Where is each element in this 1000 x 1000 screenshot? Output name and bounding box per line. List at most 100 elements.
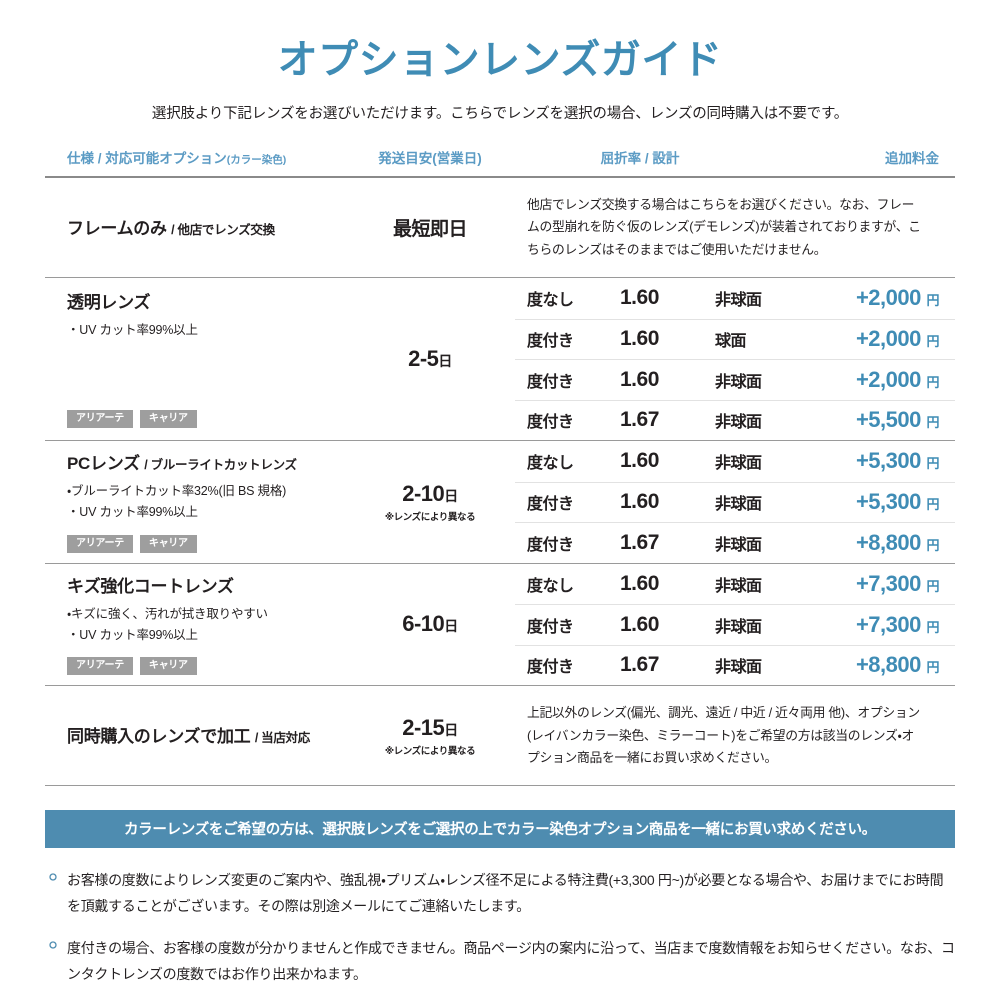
row-price-yen: 円 <box>926 660 939 676</box>
row-price-value: +8,800 <box>855 529 921 555</box>
shipping-days-value: 6-10 <box>402 611 445 637</box>
row-index: 1.67 <box>620 408 659 432</box>
table-row[interactable]: 度付き 1.60 非球面 +7,300 円 <box>515 604 955 645</box>
option-tags: アリアーテ キャリア <box>67 657 335 676</box>
tag-carrier[interactable]: キャリア <box>139 410 197 429</box>
row-degree: 度付き <box>527 373 574 391</box>
list-item: 度付きの場合、お客様の度数が分かりませんと作成できません。商品ページ内の案内に沿… <box>45 936 955 988</box>
spec-title-sub: / ブルーライトカットレンズ <box>144 458 297 473</box>
row-degree: 度なし <box>527 455 574 473</box>
table-column-headers: 仕様 / 対応可能オプション(カラー染色) 発送目安(営業日) 屈折率 / 設計… <box>45 147 955 178</box>
spec-bullet: ・ブルーライトカット率32%(旧 BS 規格) <box>67 484 287 499</box>
row-price-yen: 円 <box>926 374 939 390</box>
row-degree: 度付き <box>527 536 574 554</box>
table-row[interactable]: 度なし 1.60 非球面 +7,300 円 <box>515 564 955 605</box>
table-section-simultaneous-purchase: 同時購入のレンズで加工 / 当店対応 2-15日 ※レンズにより異なる 上記以外… <box>45 686 955 787</box>
color-lens-banner: カラーレンズをご希望の方は、選択肢レンズをご選択の上でカラー染色オプション商品を… <box>45 810 955 849</box>
option-tags: アリアーテ キャリア <box>67 534 335 553</box>
circle-bullet-icon <box>49 868 57 881</box>
spec-cell: 同時購入のレンズで加工 / 当店対応 <box>45 686 345 785</box>
tag-ariate[interactable]: アリアーテ <box>67 410 133 429</box>
table-section-frame-only: フレームのみ / 他店でレンズ交換 最短即日 他店でレンズ交換する場合はこちらを… <box>45 178 955 279</box>
column-header-index: 屈折率 / 設計 <box>600 151 680 166</box>
spec-bullets: ・ブルーライトカット率32%(旧 BS 規格) ・UV カット率99%以上 <box>67 481 335 522</box>
row-price-yen: 円 <box>926 578 939 594</box>
table-row[interactable]: 度付き 1.60 非球面 +5,300 円 <box>515 481 955 523</box>
row-price: +2,000 円 <box>825 285 955 311</box>
description-text: 上記以外のレンズ(偏光、調光、遠近 / 中近 / 近々両用 他)、オプション(レ… <box>527 705 920 765</box>
circle-bullet-icon <box>49 936 57 949</box>
row-price-value: +2,000 <box>855 285 921 311</box>
column-header-spec-paren: (カラー染色) <box>226 154 287 166</box>
shipping-note: ※レンズにより異なる <box>384 511 476 523</box>
table-row[interactable]: 度付き 1.67 非球面 +8,800 円 <box>515 644 955 686</box>
row-index: 1.60 <box>620 490 659 514</box>
lens-option-rows: 度なし 1.60 非球面 +7,300 円 度付き 1.60 非球面 +7,30… <box>515 564 955 686</box>
spec-title-sub: / 他店でレンズ交換 <box>171 222 275 237</box>
tag-ariate[interactable]: アリアーテ <box>67 657 133 676</box>
shipping-days: 2-15日 <box>402 715 458 741</box>
row-price-value: +7,300 <box>855 611 921 637</box>
row-price: +2,000 円 <box>825 326 955 352</box>
column-header-shipping: 発送目安(営業日) <box>378 151 482 166</box>
row-price-value: +2,000 <box>855 366 921 392</box>
footer-notes: お客様の度数によりレンズ変更のご案内や、強乱視・プリズム・レンズ径不足による特注… <box>45 868 955 988</box>
table-section-pc-lens: PCレンズ / ブルーライトカットレンズ ・ブルーライトカット率32%(旧 BS… <box>45 441 955 564</box>
tag-carrier[interactable]: キャリア <box>139 534 197 553</box>
row-degree: 度付き <box>527 659 574 677</box>
row-price-value: +7,300 <box>855 570 921 596</box>
row-design: 非球面 <box>715 536 762 554</box>
table-row[interactable]: 度付き 1.60 球面 +2,000 円 <box>515 318 955 360</box>
spec-cell: キズ強化コートレンズ ・キズに強く、汚れが拭き取りやすい ・UV カット率99%… <box>45 564 345 686</box>
row-price-yen: 円 <box>926 537 939 553</box>
shipping-days-value: 2-15 <box>402 714 445 740</box>
row-design: 非球面 <box>715 496 762 514</box>
row-index: 1.60 <box>620 367 659 391</box>
shipping-cell: 2-15日 ※レンズにより異なる <box>345 686 515 785</box>
row-price: +8,800 円 <box>825 530 955 556</box>
table-row[interactable]: 度なし 1.60 非球面 +2,000 円 <box>515 278 955 319</box>
table-section-scratch-coat-lens: キズ強化コートレンズ ・キズに強く、汚れが拭き取りやすい ・UV カット率99%… <box>45 564 955 687</box>
option-tags: アリアーテ キャリア <box>67 410 335 429</box>
row-price: +5,300 円 <box>825 489 955 515</box>
row-price-value: +5,300 <box>855 448 921 474</box>
shipping-cell: 2-10日 ※レンズにより異なる <box>345 441 515 563</box>
row-index: 1.60 <box>620 286 659 310</box>
shipping-days-unit: 日 <box>444 487 458 504</box>
row-degree: 度付き <box>527 496 574 514</box>
row-degree: 度付き <box>527 333 574 351</box>
row-price: +8,800 円 <box>825 652 955 678</box>
spacer <box>67 341 335 398</box>
row-price-yen: 円 <box>926 497 939 513</box>
shipping-days: 2-10日 <box>402 481 458 507</box>
shipping-cell: 最短即日 <box>345 178 515 277</box>
row-index: 1.67 <box>620 530 659 554</box>
spec-title: 透明レンズ <box>67 292 335 313</box>
row-price-yen: 円 <box>926 293 939 309</box>
row-design: 非球面 <box>715 577 762 595</box>
shipping-days-unit: 日 <box>444 721 458 738</box>
row-price-value: +8,800 <box>855 652 921 678</box>
table-section-clear-lens: 透明レンズ ・UV カット率99%以上 アリアーテ キャリア 2-5日 度なし … <box>45 278 955 442</box>
shipping-days: 2-5日 <box>408 346 452 372</box>
table-row[interactable]: 度なし 1.60 非球面 +5,300 円 <box>515 441 955 482</box>
table-row[interactable]: 度付き 1.60 非球面 +2,000 円 <box>515 359 955 400</box>
row-price-yen: 円 <box>926 334 939 350</box>
spec-cell: フレームのみ / 他店でレンズ交換 <box>45 178 345 277</box>
row-price-value: +2,000 <box>855 326 921 352</box>
row-price-value: +5,300 <box>855 489 921 515</box>
tag-carrier[interactable]: キャリア <box>139 657 197 676</box>
table-row[interactable]: 度付き 1.67 非球面 +5,500 円 <box>515 399 955 441</box>
spec-bullet: ・UV カット率99%以上 <box>67 323 198 338</box>
tag-ariate[interactable]: アリアーテ <box>67 534 133 553</box>
spec-title-sub: / 当店対応 <box>254 731 310 746</box>
row-design: 球面 <box>715 333 747 351</box>
shipping-note: ※レンズにより異なる <box>384 745 476 757</box>
row-degree: 度付き <box>527 618 574 636</box>
row-design: 非球面 <box>715 414 762 432</box>
footer-note-text: お客様の度数によりレンズ変更のご案内や、強乱視・プリズム・レンズ径不足による特注… <box>67 872 944 915</box>
row-degree: 度なし <box>527 292 574 310</box>
row-degree: 度なし <box>527 577 574 595</box>
table-row[interactable]: 度付き 1.67 非球面 +8,800 円 <box>515 522 955 563</box>
